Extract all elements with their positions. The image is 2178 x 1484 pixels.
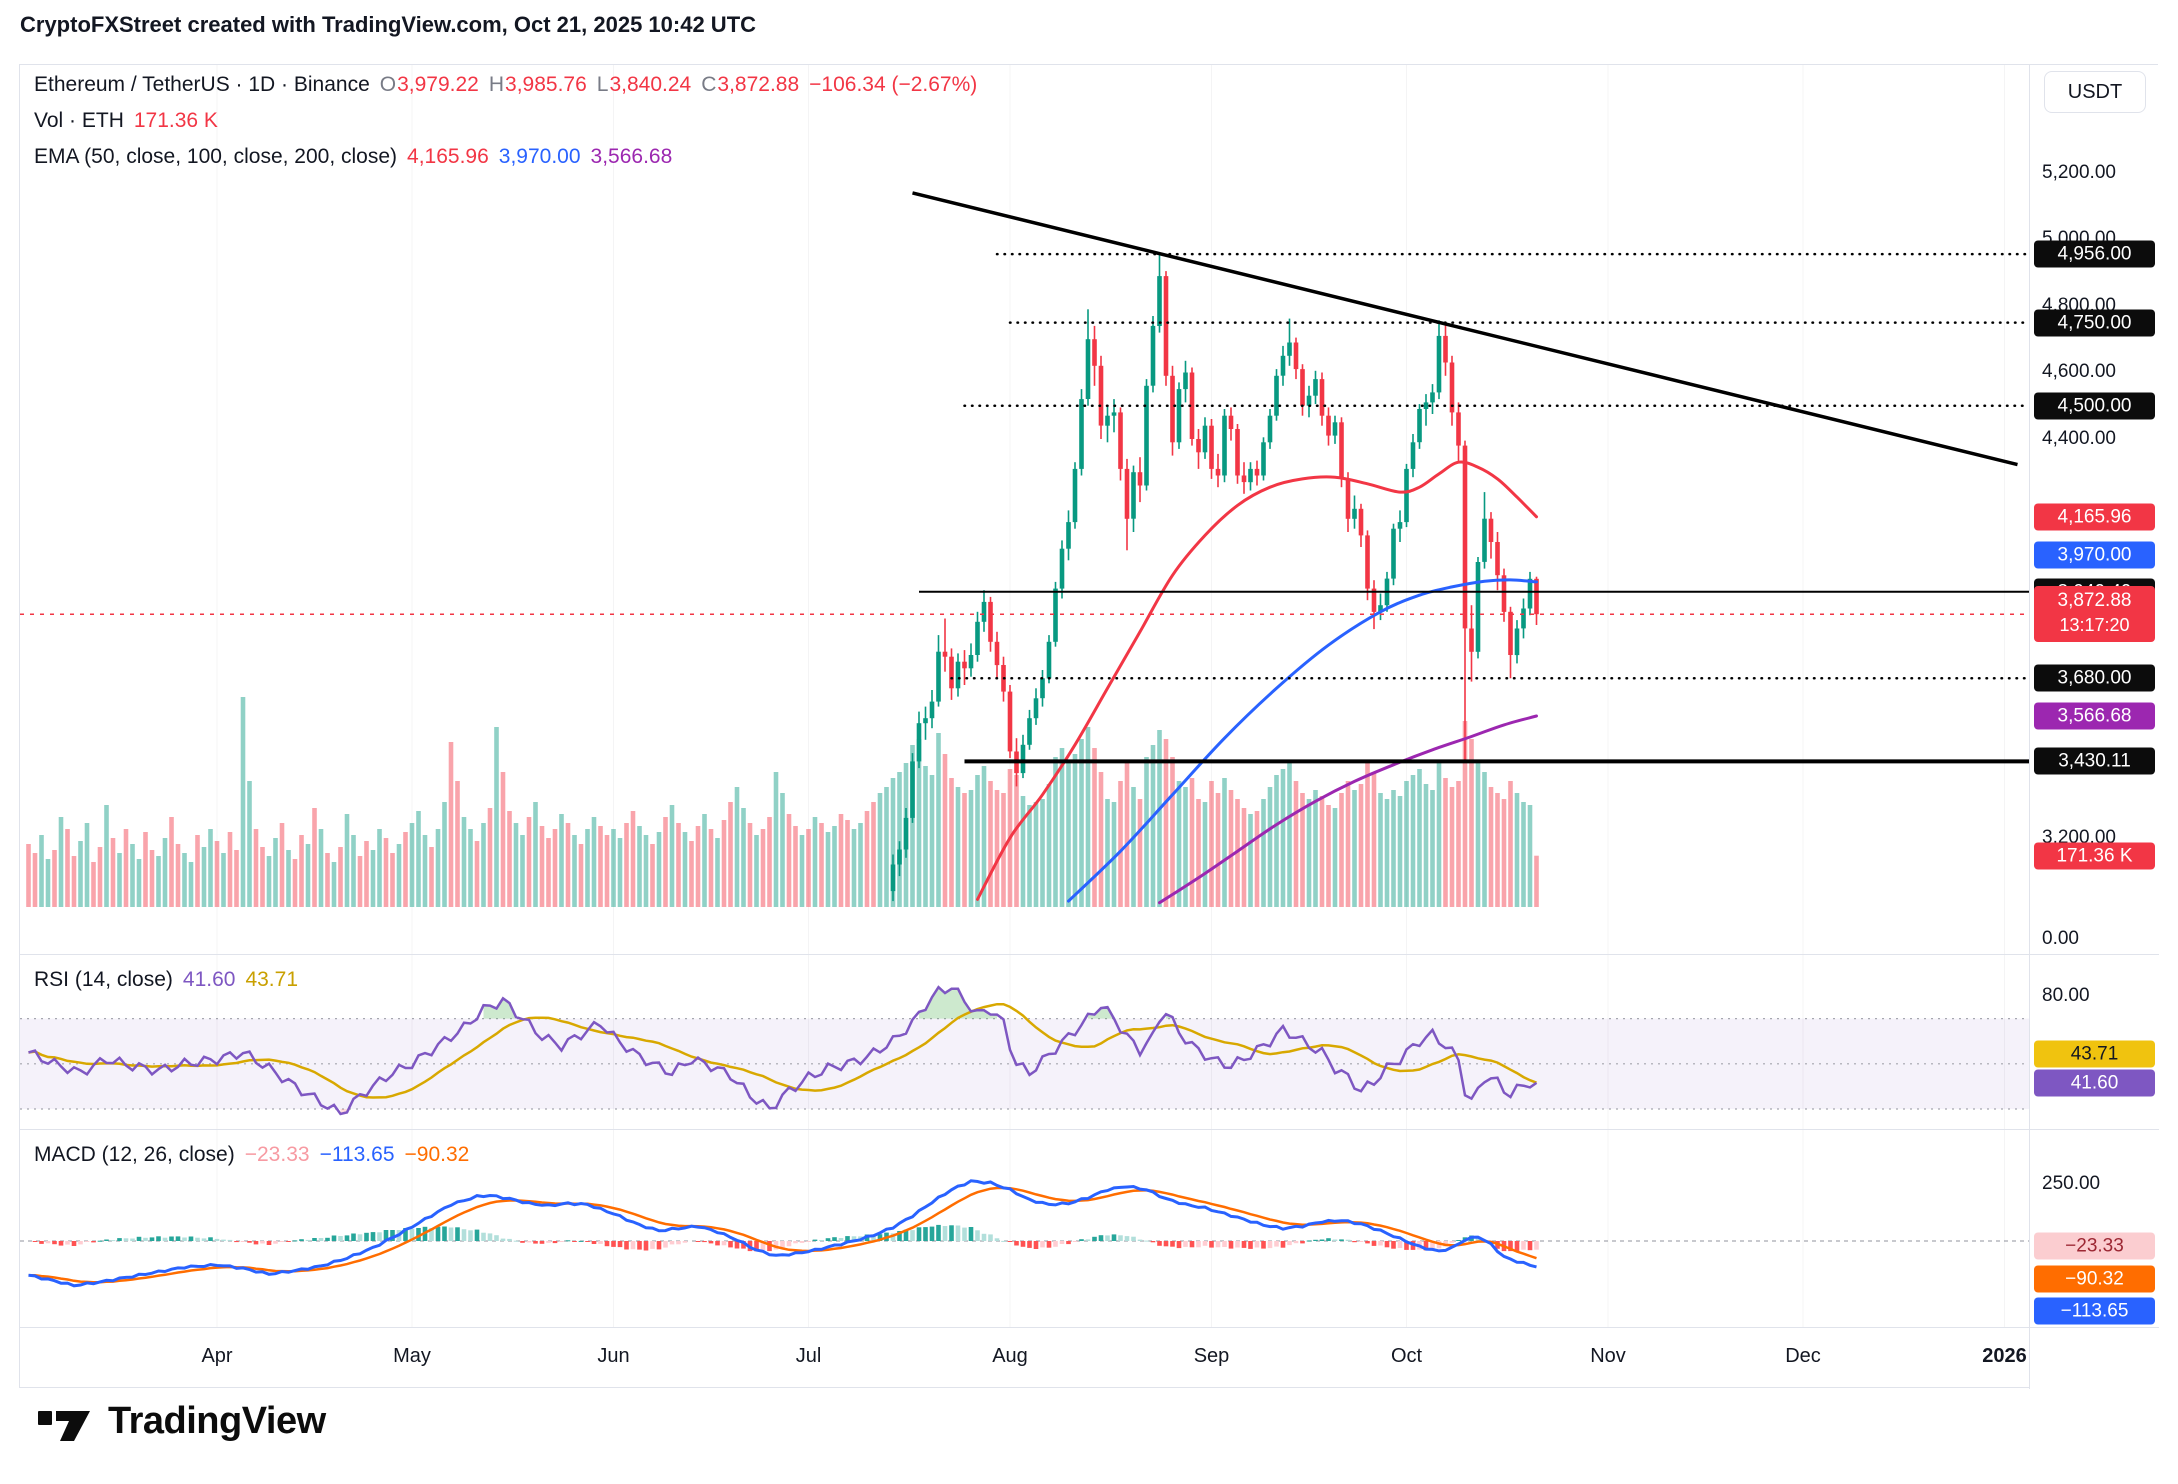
currency-toggle-button[interactable]: USDT [2044, 71, 2146, 113]
time-axis-label-apr: Apr [201, 1345, 233, 1367]
volume-badge: 171.36 K [2034, 842, 2155, 870]
price-badge-356668: 3,566.68 [2034, 702, 2155, 730]
attribution: CryptoFXStreet created with TradingView.… [20, 12, 757, 37]
ema100-value: 3,970.00 [498, 145, 581, 168]
chart-frame: Ethereum / TetherUS · 1D · Binance O 3,97… [19, 64, 2159, 1389]
price-badge-368000: 3,680.00 [2034, 664, 2155, 692]
time-axis-label-oct: Oct [1390, 1345, 1423, 1367]
rsi-legend-row: RSI (14, close) 41.60 43.71 [34, 968, 298, 992]
price-scale[interactable]: USDT 5,200.00 5,000.00 4,800.00 4,600.00 4,4… [2029, 65, 2159, 1389]
tradingview-logo[interactable]: TradingView [38, 1398, 326, 1444]
pane-separator[interactable] [20, 1129, 2159, 1130]
macd-chart-canvas[interactable] [20, 1129, 2029, 1327]
rsi-ma-value: 43.71 [245, 968, 299, 991]
pane-separator[interactable] [20, 954, 2159, 955]
price-badge-495600: 4,956.00 [2034, 240, 2155, 268]
ohlc-close: C 3,872.88 [701, 73, 800, 96]
time-axis-label-nov: Nov [1590, 1345, 1626, 1367]
rsi-tick-80: 80.00 [2042, 985, 2090, 1006]
macd-legend-row: MACD (12, 26, close) −23.33 −113.65 −90.… [34, 1143, 469, 1167]
time-axis-label-jun: Jun [597, 1345, 630, 1367]
macd-badge-−23.33: −23.33 [2034, 1232, 2155, 1260]
current-price-badge: 3,872.88 13:17:20 [2034, 586, 2155, 643]
rsi-pane[interactable]: RSI (14, close) 41.60 43.71 [20, 954, 2029, 1129]
price-chart-canvas[interactable] [20, 65, 2029, 954]
time-axis-label-sep: Sep [1193, 1345, 1230, 1367]
ema-label: EMA (50, close, 100, close, 200, close) [34, 145, 398, 168]
tradingview-logo-icon [38, 1411, 90, 1441]
ohlc-low: L 3,840.24 [596, 73, 692, 96]
rsi-badge-43.71: 43.71 [2034, 1040, 2155, 1068]
price-tick-5200: 5,200.00 [2042, 162, 2116, 183]
tradingview-logo-text: TradingView [108, 1399, 326, 1442]
rsi-badge-41.60: 41.60 [2034, 1069, 2155, 1097]
time-axis-label-jul: Jul [795, 1345, 822, 1367]
change-value: −106.34 (−2.67%) [809, 73, 978, 96]
volume-value: 171.36 K [133, 109, 218, 132]
ohlc-high: H 3,985.76 [488, 73, 587, 96]
price-badge-450000: 4,500.00 [2034, 392, 2155, 420]
rsi-label: RSI (14, close) [34, 968, 173, 991]
price-tick-4400: 4,400.00 [2042, 427, 2116, 449]
bar-countdown: 13:17:20 [2059, 615, 2130, 636]
ohlc-open: O 3,979.22 [379, 73, 479, 96]
price-badge-416596: 4,165.96 [2034, 503, 2155, 531]
current-price-value: 3,872.88 [2057, 590, 2132, 612]
ema200-value: 3,566.68 [590, 145, 673, 168]
macd-pane[interactable]: MACD (12, 26, close) −23.33 −113.65 −90.… [20, 1129, 2029, 1327]
macd-badge-−90.32: −90.32 [2034, 1265, 2155, 1293]
time-axis-label-aug: Aug [992, 1345, 1028, 1367]
macd-line-value: −113.65 [319, 1143, 395, 1166]
price-pane[interactable]: Ethereum / TetherUS · 1D · Binance O 3,97… [20, 65, 2029, 954]
macd-tick-250: 250.00 [2042, 1173, 2101, 1194]
macd-badge-−113.65: −113.65 [2034, 1297, 2155, 1325]
rsi-chart-canvas[interactable] [20, 954, 2029, 1129]
volume-zero-tick: 0.00 [2042, 928, 2079, 949]
price-badge-343011: 3,430.11 [2034, 747, 2155, 775]
rsi-value: 41.60 [182, 968, 236, 991]
price-badge-397000: 3,970.00 [2034, 541, 2155, 569]
time-axis-label-may: May [393, 1345, 431, 1367]
macd-signal-value: −90.32 [404, 1143, 470, 1166]
ema50-value: 4,165.96 [407, 145, 489, 168]
axis-separator [20, 1327, 2159, 1328]
time-axis-label-dec: Dec [1785, 1345, 1821, 1367]
symbol-legend-row: Ethereum / TetherUS · 1D · Binance O 3,97… [34, 73, 977, 97]
volume-legend-row: Vol · ETH 171.36 K [34, 109, 218, 133]
ema-legend-row: EMA (50, close, 100, close, 200, close) … [34, 145, 672, 169]
symbol-title: Ethereum / TetherUS · 1D · Binance [34, 73, 370, 96]
time-axis[interactable]: Apr May Jun Jul Aug Sep Oct Nov Dec 2026 [20, 1327, 2029, 1389]
volume-label: Vol · ETH [34, 109, 124, 132]
price-badge-475000: 4,750.00 [2034, 309, 2155, 337]
price-tick-4600: 4,600.00 [2042, 361, 2116, 383]
time-axis-label-2026: 2026 [1982, 1345, 2027, 1367]
macd-label: MACD (12, 26, close) [34, 1143, 235, 1166]
macd-hist-value: −23.33 [244, 1143, 310, 1166]
